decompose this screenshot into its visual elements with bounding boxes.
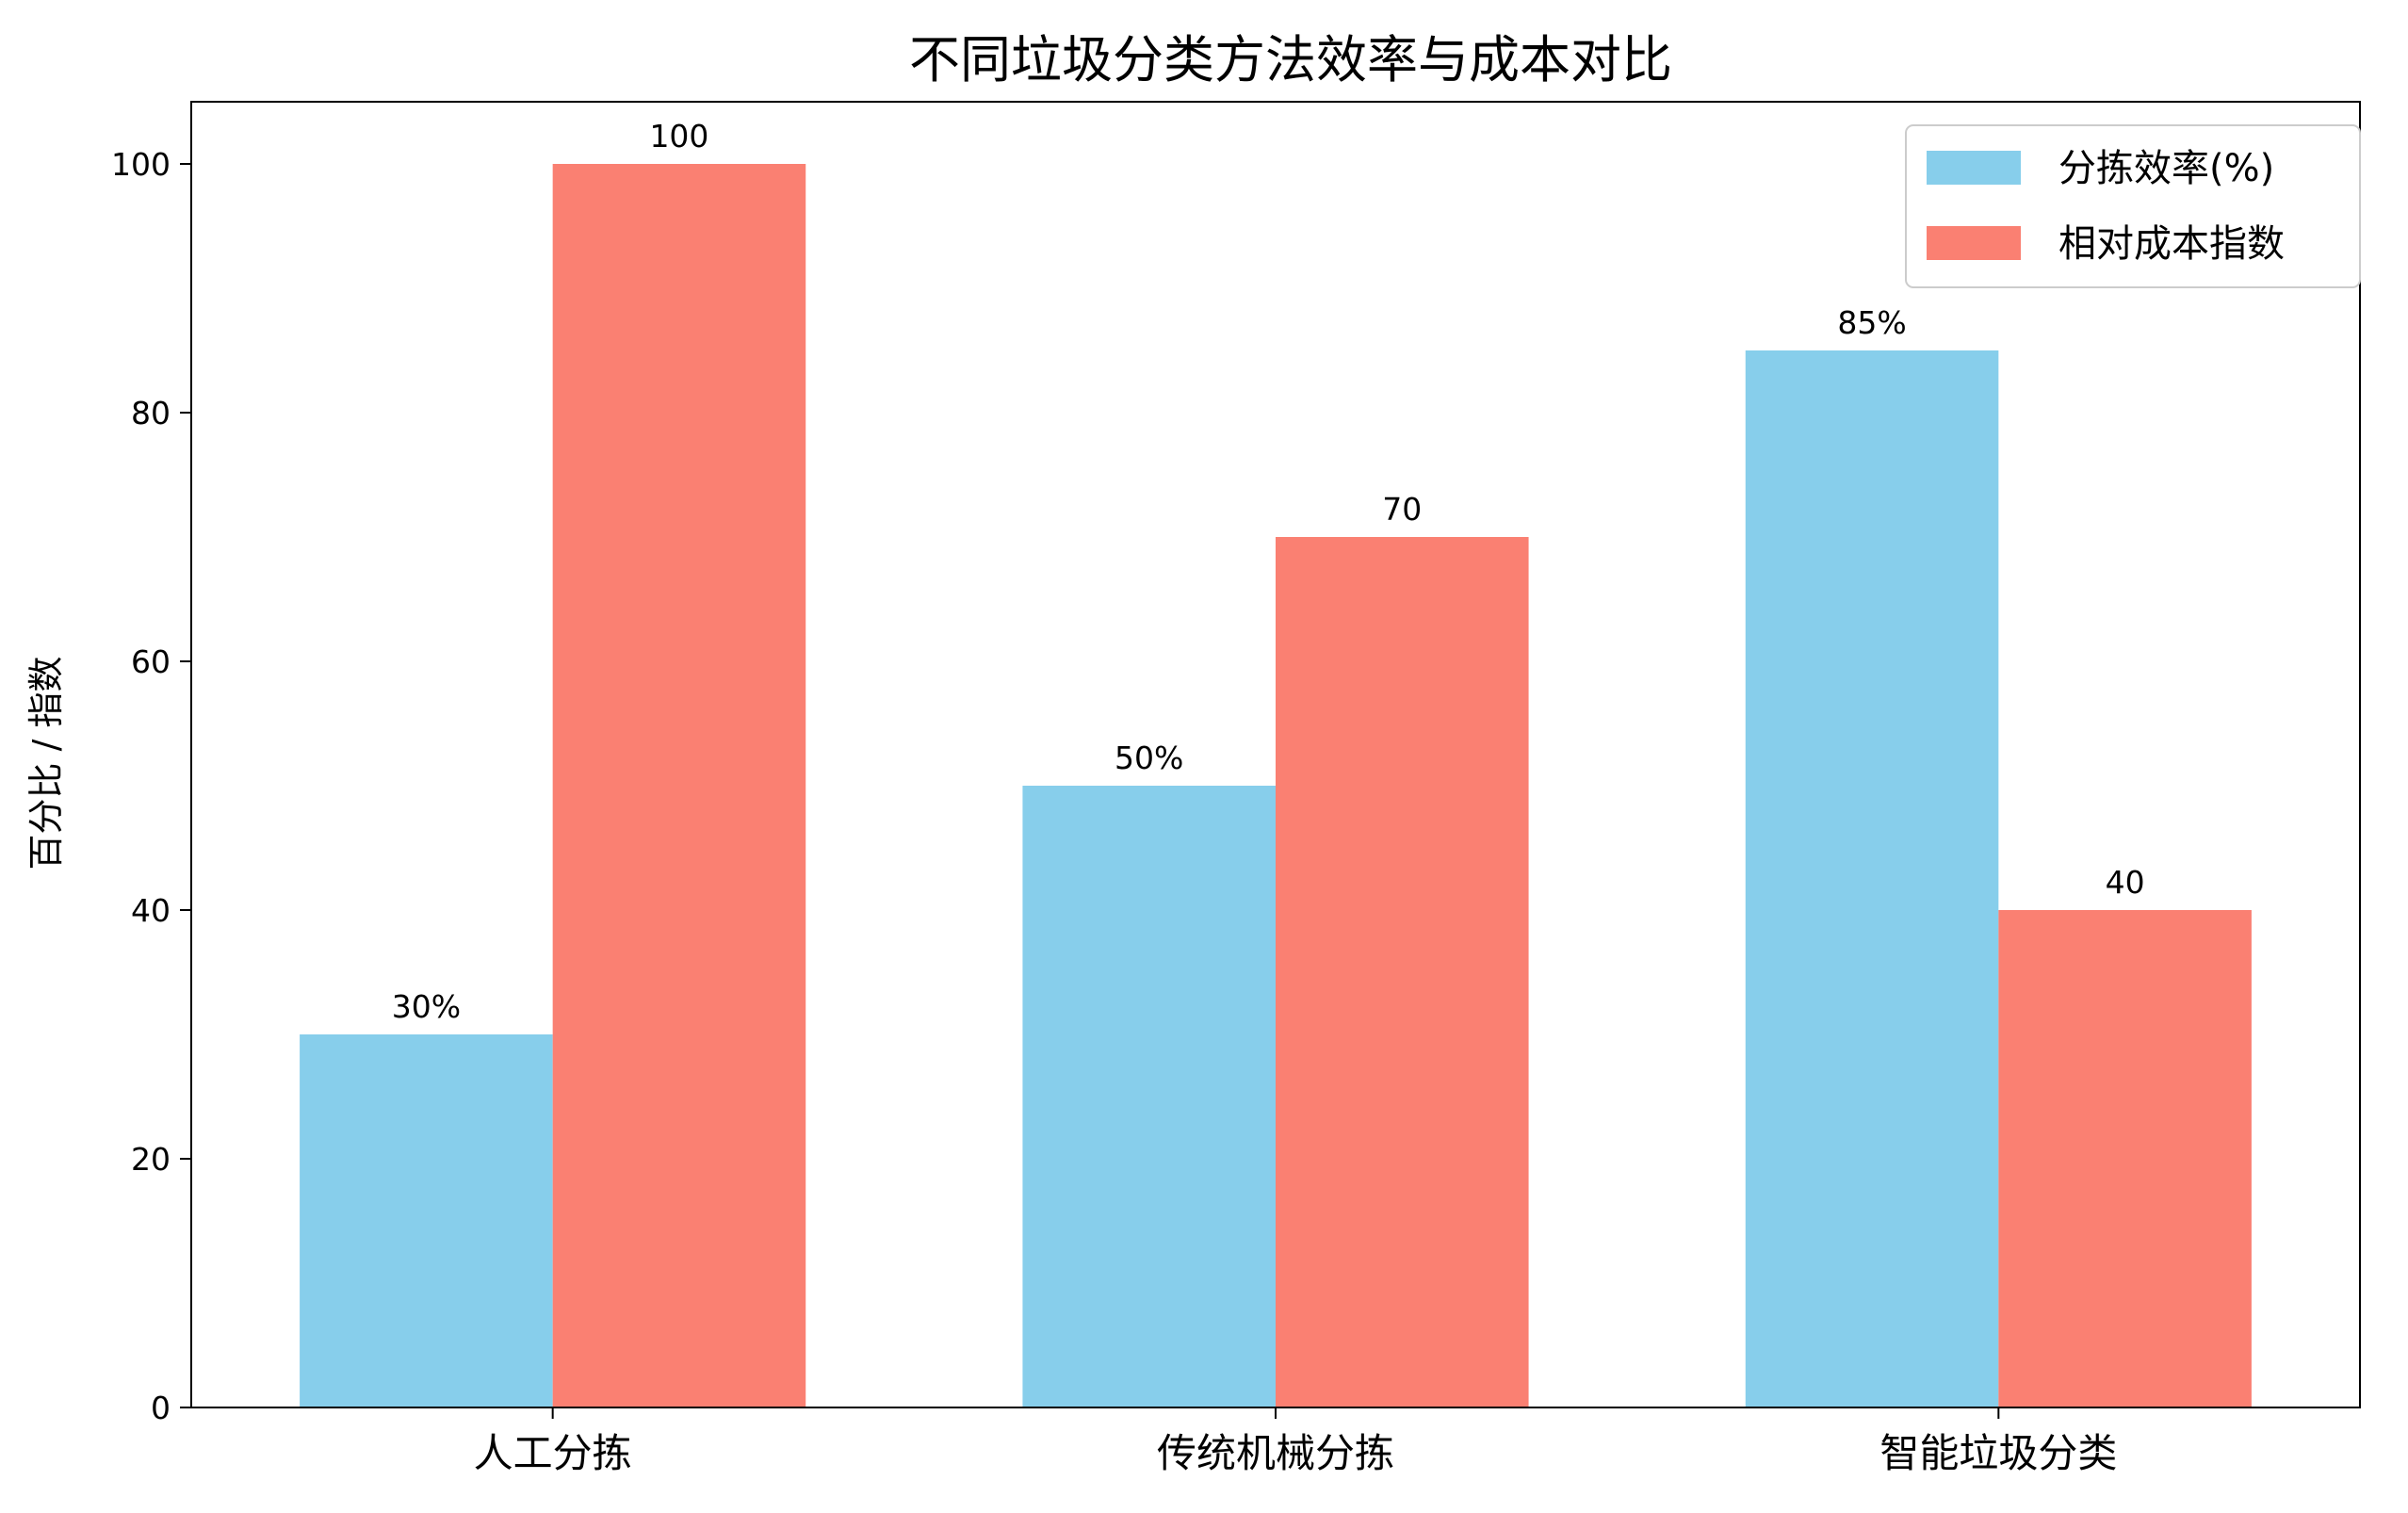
legend-swatch-0 [1927,151,2021,185]
y-tick-label-2: 40 [131,892,171,929]
y-tick-label-1: 20 [131,1141,171,1178]
bars-group [300,164,2252,1407]
y-axis-label: 百分比 / 指数 [25,657,67,870]
bar-series1-cat0 [552,164,806,1407]
data-label-series0-cat0: 30% [392,988,461,1025]
data-label-series1-cat1: 70 [1382,491,1422,528]
x-tick-label-0: 人工分拣 [474,1430,632,1476]
data-label-series1-cat2: 40 [2106,864,2145,901]
bar-series1-cat1 [1276,537,1529,1407]
x-tick-label-2: 智能垃圾分类 [1879,1430,2117,1476]
chart-title: 不同垃圾分类方法效率与成本对比 [909,30,1672,89]
data-label-series1-cat0: 100 [649,118,708,155]
data-label-series0-cat2: 85% [1837,304,1906,341]
x-tick-label-1: 传统机械分拣 [1157,1430,1394,1476]
legend: 分拣效率(%) 相对成本指数 [1905,124,2361,288]
legend-label-1: 相对成本指数 [2058,222,2285,266]
bar-series0-cat2 [1745,350,1999,1407]
bar-series0-cat0 [300,1034,553,1407]
bar-series0-cat1 [1022,786,1276,1407]
y-tick-label-0: 0 [151,1390,171,1426]
y-axis: 0 20 40 60 80 100 [111,146,191,1426]
y-tick-label-4: 80 [131,395,171,431]
legend-label-0: 分拣效率(%) [2058,147,2274,190]
plot-frame [190,101,2361,1408]
x-axis: 人工分拣 传统机械分拣 智能垃圾分类 [474,1407,2117,1476]
legend-swatch-1 [1927,226,2021,260]
data-label-series0-cat1: 50% [1115,740,1183,776]
y-tick-label-5: 100 [111,146,171,183]
bar-series1-cat2 [1998,910,2252,1407]
data-labels-group: 30% 100 50% 70 85% 40 [392,118,2145,1025]
y-tick-label-3: 60 [131,643,171,680]
